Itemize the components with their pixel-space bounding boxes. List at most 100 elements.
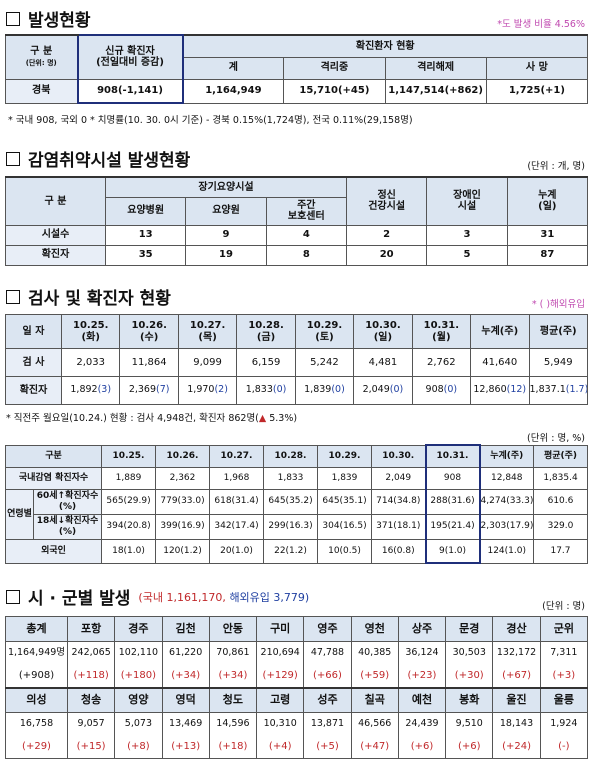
region-name: 상주	[397, 616, 447, 642]
region-change: (+18)	[208, 735, 258, 759]
header-cell: 정신 건강시설	[345, 176, 428, 226]
value-cell: 288(31.6)	[424, 488, 481, 515]
row: 확진자 35 19 8 20 5 87	[5, 244, 589, 266]
header-cell: 10.30. (일)	[353, 314, 413, 349]
region-total: 24,439	[397, 712, 447, 736]
header-cell: 10.25.	[101, 444, 156, 468]
value-cell: 9(1.0)	[424, 538, 481, 564]
region-total: 7,311	[539, 641, 589, 665]
value-cell: 2	[345, 224, 428, 246]
region-total: 9,510	[445, 712, 494, 736]
region-name: 예천	[397, 686, 447, 713]
region-change: (+24)	[492, 735, 541, 759]
value-cell: 714(34.8)	[371, 488, 426, 515]
title-marker	[6, 11, 20, 26]
header-cell: 10.27.	[209, 444, 264, 468]
region-name: 영덕	[161, 686, 210, 713]
value-cell: 22(1.2)	[263, 538, 318, 564]
region-total: 5,073	[114, 712, 163, 736]
header-cell: 10.28. (금)	[236, 314, 296, 349]
row-label: 60세↑확진자수(%)	[33, 488, 102, 515]
value-cell: 5,949	[528, 348, 588, 377]
value-cell: 31	[506, 224, 589, 246]
row-label: 연령별	[5, 488, 34, 540]
value-cell: 2,362	[155, 466, 210, 490]
region-total: 210,694	[256, 641, 305, 665]
value-cell: 618(31.4)	[209, 488, 264, 515]
value-cell: 9	[185, 224, 267, 246]
region-name: 안동	[208, 616, 258, 642]
case-count: 908	[425, 384, 444, 396]
region-total: 18,143	[492, 712, 541, 736]
region-change: (+34)	[208, 664, 258, 688]
case-count: 2,369	[128, 384, 157, 396]
region-total: 1,164,949명	[5, 641, 68, 665]
header-text: 신규 확진자	[105, 45, 155, 57]
age-group: 18세↓	[36, 516, 66, 527]
header-cell: 누계(주)	[479, 444, 534, 468]
value-cell: 2,049	[371, 466, 426, 490]
header-cell: 누계(주)	[470, 314, 530, 349]
section-title: 검사 및 확진자 현황	[6, 284, 171, 309]
case-count: 1,837.1	[529, 384, 566, 396]
region-change: (+6)	[397, 735, 447, 759]
overseas-count: (12)	[506, 384, 527, 396]
value-cell: 195(21.4)	[424, 513, 481, 540]
header-cell: 주간 보호센터	[265, 196, 347, 226]
value-cell: 1,839(0)	[294, 376, 355, 405]
value-cell: 1,164,949	[181, 78, 285, 104]
section-title: 감염취약시설 발생현황	[6, 146, 190, 171]
row-label: 확진자	[5, 376, 62, 405]
value-cell: 8	[265, 244, 347, 266]
note: * 국내 908, 국외 0 * 치명률(10. 30. 0시 기준) - 경북…	[8, 115, 413, 126]
region-change: (+47)	[350, 735, 399, 759]
region-change: (+5)	[303, 735, 352, 759]
value-cell: 19	[185, 244, 267, 266]
region-change: (+30)	[445, 664, 494, 688]
value-cell: 299(16.3)	[263, 513, 318, 540]
row-label: 외국인	[5, 538, 102, 564]
ratio-note: *도 발생 비율 4.56%	[497, 19, 585, 30]
value-cell: 610.6	[533, 488, 588, 515]
region-change: (+67)	[492, 664, 541, 688]
value-cell: 5	[426, 244, 508, 266]
title-text: 감염취약시설 발생현황	[28, 151, 191, 171]
region-name: 군위	[539, 616, 589, 642]
case-count: 1,970	[187, 384, 215, 396]
value-cell: 1,725(+1)	[485, 78, 589, 104]
value-cell: 10(0.5)	[317, 538, 372, 564]
row: 국내감염 확진자수 1,889 2,362 1,968 1,833 1,839 2,049 9…	[5, 466, 588, 490]
region-total: 36,124	[397, 641, 447, 665]
row-label: 경북	[5, 78, 78, 104]
header-cell: 요양원	[185, 196, 267, 226]
region-name: 영천	[350, 616, 399, 642]
header-cell: 10.28.	[263, 444, 318, 468]
header-cell: 격리중	[283, 56, 386, 80]
region-change: (+6)	[445, 735, 494, 759]
value-cell: 394(20.8)	[101, 513, 156, 540]
value-cell: 1,837.1(1.7)	[528, 376, 588, 405]
value-cell: 1,892(3)	[60, 376, 121, 405]
region-total: 13,871	[303, 712, 352, 736]
value-cell: 1,968	[209, 466, 264, 490]
region-change: (+908)	[5, 664, 68, 688]
row: 1,164,949명 242,065 102,110 61,220 70,861 210,…	[5, 641, 589, 665]
region-name: 청송	[66, 686, 116, 713]
case-count: 12,860	[473, 384, 507, 396]
value-cell: 4,481	[353, 348, 413, 377]
age-group: 60세↑	[36, 491, 66, 502]
value-cell: 1,835.4	[533, 466, 588, 490]
row-label: 18세↓확진자수(%)	[33, 513, 102, 540]
region-total: 132,172	[492, 641, 541, 665]
header-cell: 10.27. (목)	[177, 314, 238, 349]
region-name: 문경	[445, 616, 494, 642]
value-cell: 9,099	[177, 348, 238, 377]
header-cell: 누계 (일)	[506, 176, 589, 226]
value-cell: 6,159	[236, 348, 296, 377]
header-cell: 10.26.	[155, 444, 210, 468]
region-name: 칠곡	[350, 686, 399, 713]
value-cell: 1,833	[263, 466, 318, 490]
region-change: (+13)	[161, 735, 210, 759]
row-label: 확진자	[5, 244, 106, 266]
value-cell: 4,274(33.3)	[479, 488, 534, 515]
